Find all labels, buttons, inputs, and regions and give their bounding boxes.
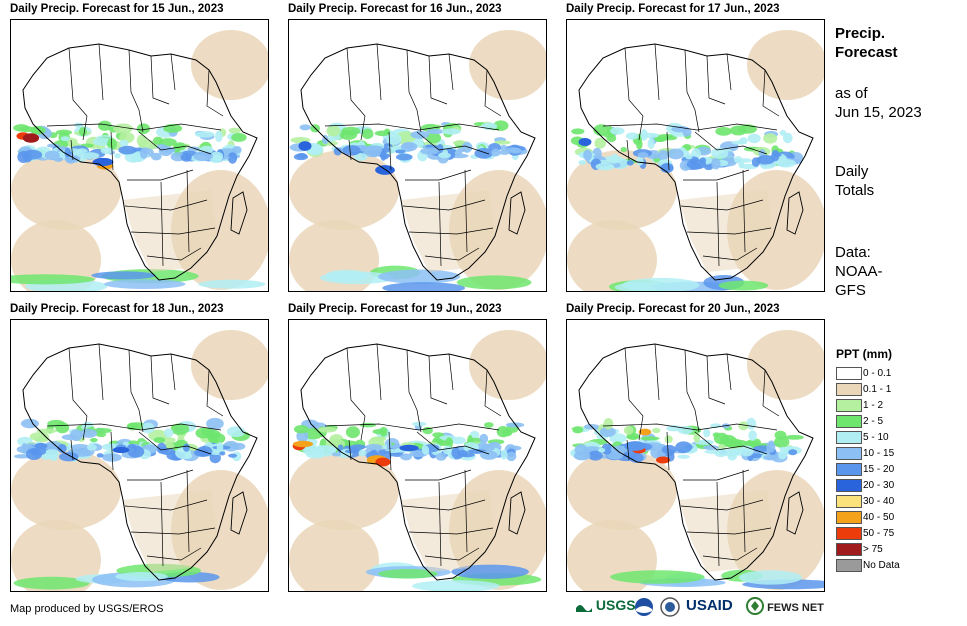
map-panel-6: Daily Precip. Forecast for 20 Jun., 2023 (566, 303, 825, 593)
legend-swatch (836, 399, 862, 412)
map-panel-1: Daily Precip. Forecast for 15 Jun., 2023 (10, 3, 269, 293)
precip-map (566, 19, 825, 292)
legend-swatch (836, 511, 862, 524)
map-panel-3: Daily Precip. Forecast for 17 Jun., 2023 (566, 3, 825, 293)
legend-swatch (836, 415, 862, 428)
precip-map (566, 319, 825, 592)
legend-label: 15 - 20 (863, 464, 895, 475)
noaa-logo (634, 597, 654, 617)
data-source: Data: NOAA- GFS (835, 243, 883, 300)
legend-swatch (836, 527, 862, 540)
precip-map (288, 319, 547, 592)
legend-label: 30 - 40 (863, 496, 895, 507)
panel-title: Daily Precip. Forecast for 15 Jun., 2023 (10, 3, 224, 15)
totals-line: Totals (835, 182, 875, 199)
legend-swatch (836, 479, 862, 492)
legend-title: PPT (mm) (836, 347, 893, 361)
data-source-line-1: NOAA- (835, 263, 883, 280)
usgs-logo-text: USGS (595, 597, 636, 613)
legend-label: 10 - 15 (863, 448, 895, 459)
legend-swatch (836, 431, 862, 444)
legend-swatch (836, 447, 862, 460)
panel-title: Daily Precip. Forecast for 19 Jun., 2023 (288, 303, 502, 315)
legend-label: 0 - 0.1 (863, 368, 892, 379)
usaid-logo: USAID (686, 597, 733, 617)
legend-swatch (836, 463, 862, 476)
as-of-label: as of (835, 85, 868, 102)
panel-title: Daily Precip. Forecast for 17 Jun., 2023 (566, 3, 780, 15)
precip-map (10, 319, 269, 592)
as-of-value: Jun 15, 2023 (835, 104, 922, 121)
map-panel-2: Daily Precip. Forecast for 16 Jun., 2023 (288, 3, 547, 293)
usaid-logo-text: USAID (686, 597, 733, 614)
legend-label: 1 - 2 (863, 400, 884, 411)
data-label: Data: (835, 244, 871, 261)
legend-label: 20 - 30 (863, 480, 895, 491)
daily-line: Daily (835, 163, 869, 180)
legend-label: 40 - 50 (863, 512, 895, 523)
legend-swatch (836, 383, 862, 396)
map-credit: Map produced by USGS/EROS (10, 603, 164, 615)
fews-net-logo-text: FEWS NET (767, 602, 824, 614)
legend-label: > 75 (863, 544, 883, 555)
usgs-logo: USGS (576, 597, 636, 617)
legend-swatch (836, 543, 862, 556)
fews-net-logo: FEWS NET (746, 597, 824, 617)
legend-label: No Data (863, 560, 900, 571)
precip-map (10, 19, 269, 292)
heading-line-1: Precip. (835, 25, 886, 42)
doi-seal-logo (660, 597, 680, 617)
map-panel-4: Daily Precip. Forecast for 18 Jun., 2023 (10, 303, 269, 593)
data-source-line-2: GFS (835, 282, 866, 299)
legend-swatch (836, 559, 862, 572)
heading-line-2: Forecast (835, 44, 898, 61)
panel-title: Daily Precip. Forecast for 20 Jun., 2023 (566, 303, 780, 315)
panel-title: Daily Precip. Forecast for 18 Jun., 2023 (10, 303, 224, 315)
as-of-date: as of Jun 15, 2023 (835, 84, 922, 122)
daily-totals-label: Daily Totals (835, 162, 874, 200)
forecast-heading: Precip. Forecast (835, 24, 898, 62)
panel-title: Daily Precip. Forecast for 16 Jun., 2023 (288, 3, 502, 15)
precip-map (288, 19, 547, 292)
legend-label: 2 - 5 (863, 416, 884, 427)
legend-label: 0.1 - 1 (863, 384, 892, 395)
map-panel-5: Daily Precip. Forecast for 19 Jun., 2023 (288, 303, 547, 593)
legend-swatch (836, 367, 862, 380)
legend-swatch (836, 495, 862, 508)
legend-label: 50 - 75 (863, 528, 895, 539)
legend-label: 5 - 10 (863, 432, 889, 443)
